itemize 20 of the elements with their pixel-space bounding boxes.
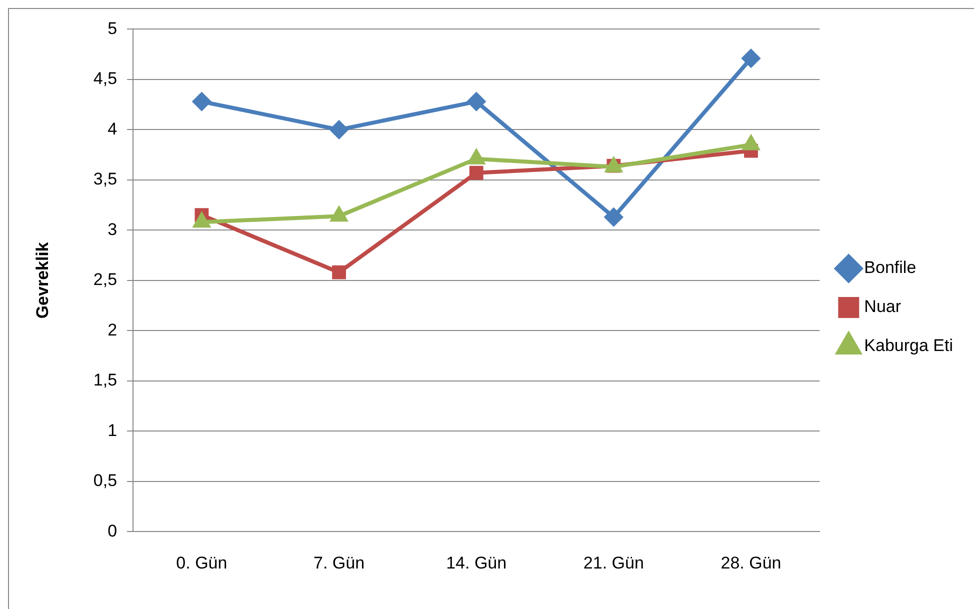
y-tick-label: 0 [108, 521, 118, 540]
y-tick-label: 0,5 [93, 471, 118, 490]
legend-label: Kaburga Eti [864, 336, 954, 356]
y-tick-label: 4,5 [93, 69, 118, 88]
legend-label: Nuar [864, 297, 902, 316]
y-tick-label: 4 [108, 119, 118, 138]
y-tick-label: 1,5 [93, 370, 118, 390]
x-tick-label: 28. Gün [720, 553, 782, 572]
y-tick-label: 2,5 [93, 270, 118, 290]
y-tick-label: 1 [108, 420, 118, 440]
y-tick-label: 3,5 [93, 170, 118, 189]
y-tick-label: 2 [108, 320, 118, 340]
y-tick-label: 5 [108, 18, 118, 38]
y-axis-title: Gevreklik [32, 242, 52, 319]
x-tick-label: 7. Gün [314, 553, 365, 572]
x-tick-label: 0. Gün [176, 553, 228, 572]
x-tick-label: 21. Gün [583, 553, 644, 572]
x-tick-label: 14. Gün [446, 553, 507, 572]
legend-label: Bonfile [864, 258, 916, 278]
y-tick-label: 3 [108, 220, 118, 239]
